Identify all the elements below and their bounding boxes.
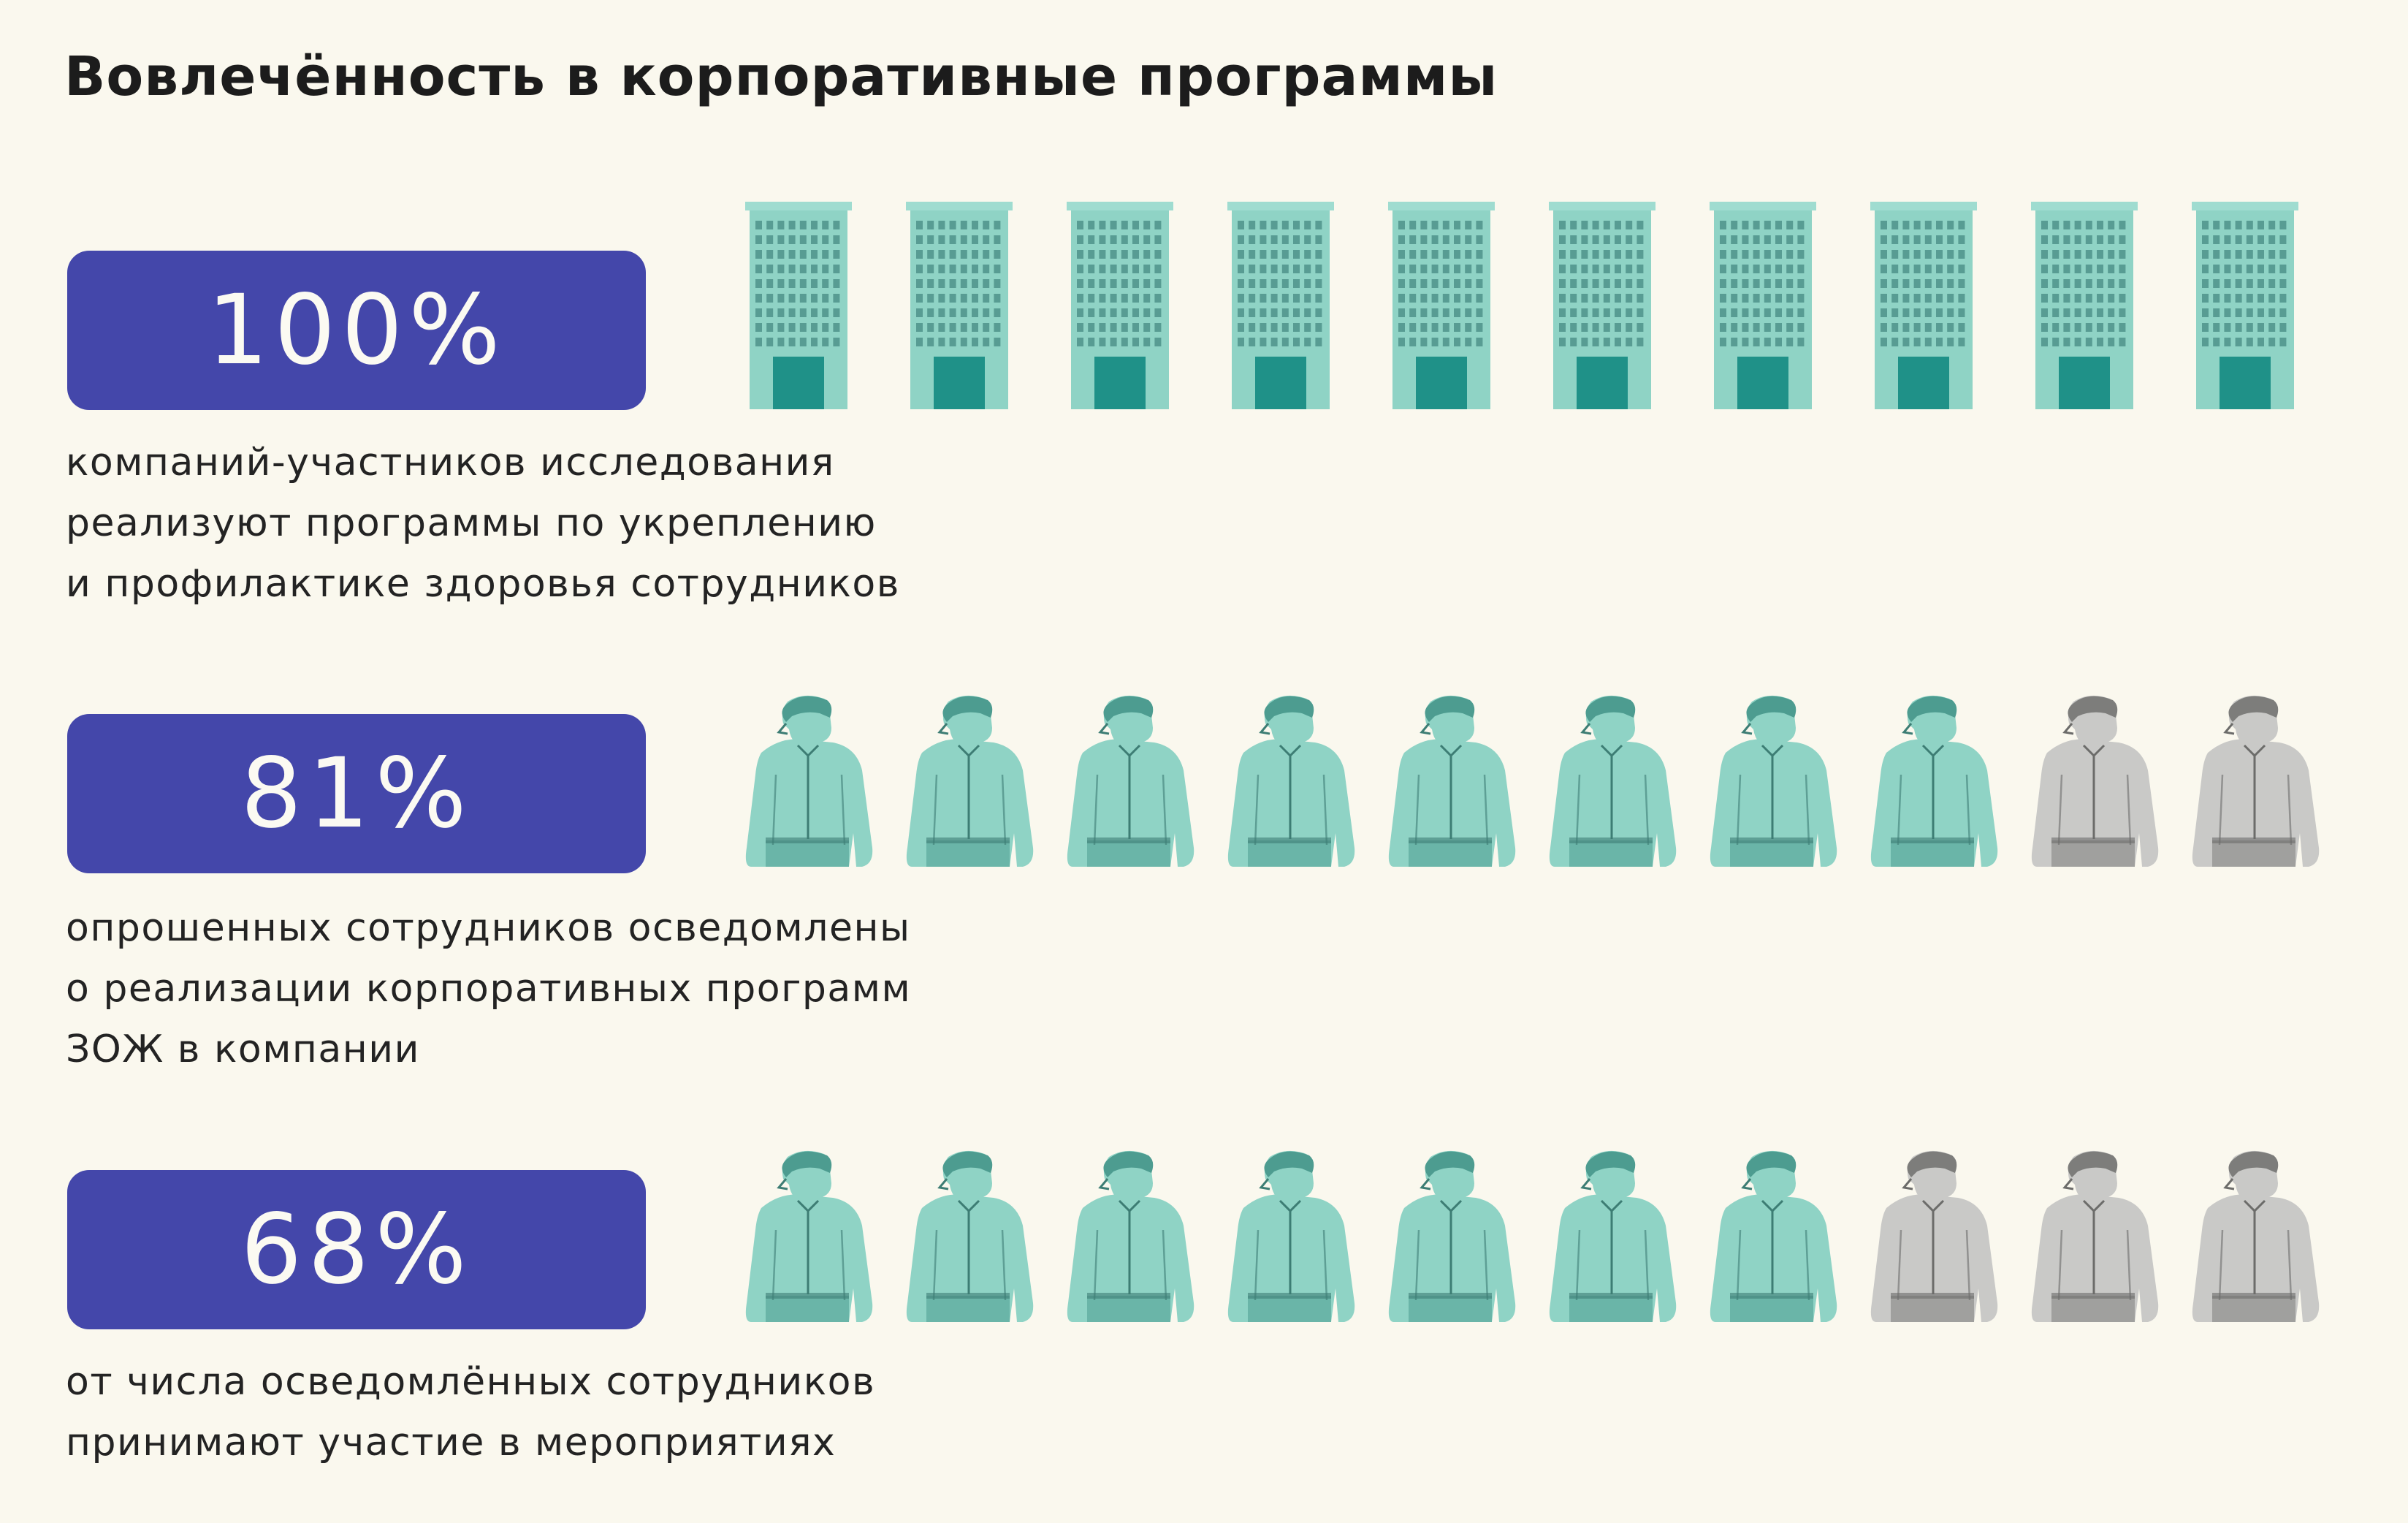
employee-icon-empty bbox=[2192, 695, 2320, 867]
stat-caption: от числа осведомлённых сотрудников прини… bbox=[66, 1352, 1016, 1473]
employee-icon-filled bbox=[1067, 695, 1195, 867]
employee-icon-filled bbox=[1710, 1150, 1837, 1322]
caption-line: компаний-участников исследования bbox=[66, 441, 835, 485]
stat-row-companies: 100% компаний-участников исследования ре… bbox=[0, 0, 2408, 606]
stat-value: 68% bbox=[240, 1193, 473, 1306]
stat-caption: компаний-участников исследования реализу… bbox=[66, 433, 1016, 615]
stat-value-pill: 100% bbox=[67, 251, 646, 410]
caption-line: опрошенных сотрудников осведомлены bbox=[66, 906, 911, 950]
employee-icon-empty bbox=[1870, 1150, 1998, 1322]
building-icon-filled bbox=[1549, 202, 1656, 409]
employee-icon-empty bbox=[2192, 1150, 2320, 1322]
stat-caption: опрошенных сотрудников осведомлены о реа… bbox=[66, 898, 1016, 1080]
employee-icon-filled bbox=[906, 1150, 1034, 1322]
stat-value: 81% bbox=[240, 737, 473, 850]
pictogram-svg bbox=[745, 202, 2298, 409]
caption-line: о реализации корпоративных программ bbox=[66, 967, 912, 1011]
stat-row-awareness: 81% опрошенных сотрудников осведомлены о… bbox=[0, 0, 2408, 1071]
building-icon-filled bbox=[745, 202, 852, 409]
stat-value: 100% bbox=[207, 274, 506, 387]
building-icon-filled bbox=[1227, 202, 1334, 409]
employee-icon-filled bbox=[1067, 1150, 1195, 1322]
employee-icon-filled bbox=[1227, 695, 1355, 867]
employee-icon-filled bbox=[1549, 1150, 1677, 1322]
building-icon-filled bbox=[2192, 202, 2298, 409]
pictogram-employees-aware bbox=[738, 694, 2338, 877]
caption-line: и профилактике здоровья сотрудников bbox=[66, 562, 900, 606]
stat-value-pill: 68% bbox=[67, 1170, 646, 1329]
employee-icon-filled bbox=[1227, 1150, 1355, 1322]
pictogram-employees-participating bbox=[738, 1150, 2338, 1332]
employee-icon-filled bbox=[1388, 1150, 1516, 1322]
page-title: Вовлечённость в корпоративные программы bbox=[64, 45, 1498, 108]
employee-icon-filled bbox=[745, 695, 873, 867]
building-icon-filled bbox=[1870, 202, 1977, 409]
caption-line: ЗОЖ в компании bbox=[66, 1028, 420, 1071]
pictogram-svg bbox=[745, 1150, 2320, 1322]
building-icon-filled bbox=[1710, 202, 1816, 409]
building-icon-filled bbox=[1067, 202, 1173, 409]
caption-line: от числа осведомлённых сотрудников bbox=[66, 1360, 876, 1404]
building-icon-filled bbox=[906, 202, 1013, 409]
caption-line: реализуют программы по укреплению bbox=[66, 501, 877, 545]
stat-row-participation: 68% от числа осведомлённых сотрудников п… bbox=[0, 0, 2408, 1465]
pictogram-svg bbox=[745, 695, 2320, 867]
employee-icon-filled bbox=[1870, 695, 1998, 867]
employee-icon-filled bbox=[1388, 695, 1516, 867]
employee-icon-empty bbox=[2031, 695, 2159, 867]
employee-icon-empty bbox=[2031, 1150, 2159, 1322]
pictogram-buildings bbox=[738, 202, 2338, 414]
employee-icon-filled bbox=[906, 695, 1034, 867]
building-icon-filled bbox=[1388, 202, 1495, 409]
stat-value-pill: 81% bbox=[67, 714, 646, 873]
employee-icon-filled bbox=[1549, 695, 1677, 867]
building-icon-filled bbox=[2031, 202, 2138, 409]
employee-icon-filled bbox=[745, 1150, 873, 1322]
employee-icon-filled bbox=[1710, 695, 1837, 867]
caption-line: принимают участие в мероприятиях bbox=[66, 1421, 837, 1465]
